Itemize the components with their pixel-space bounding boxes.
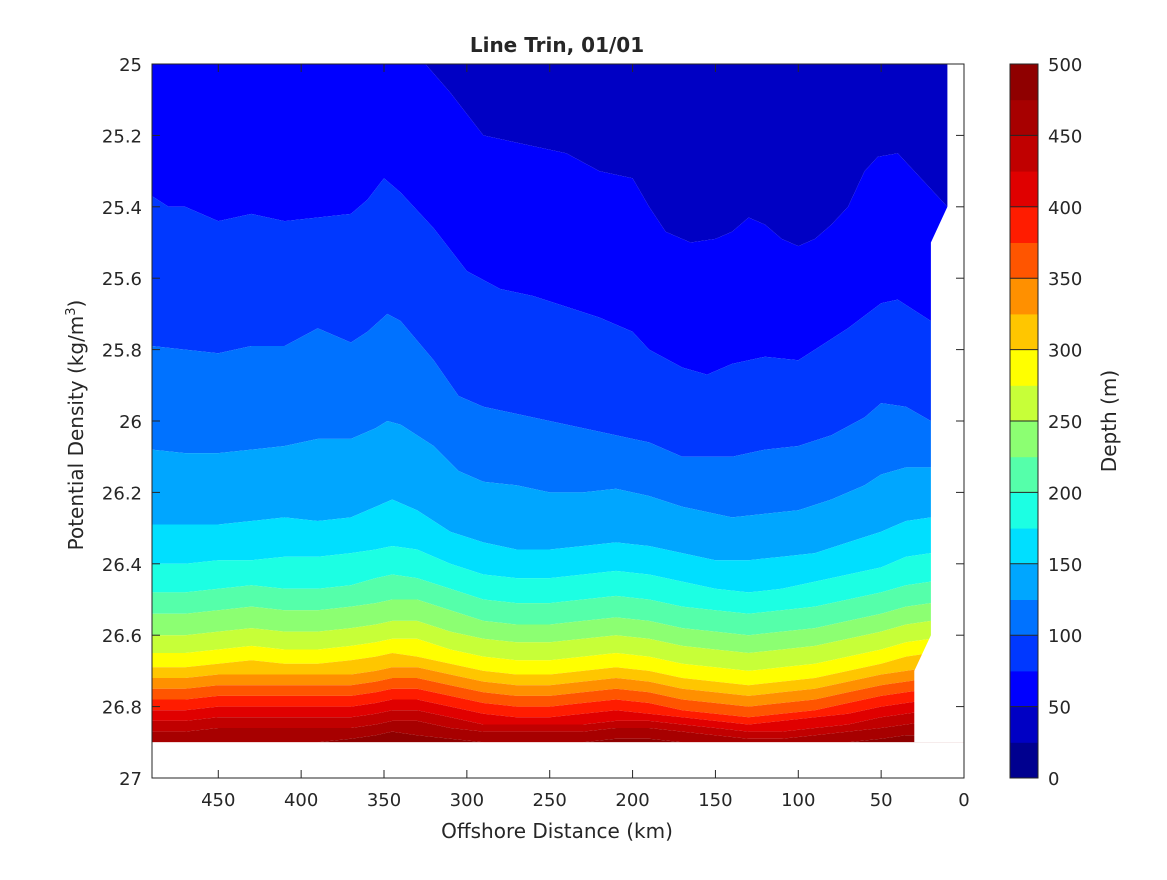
y-tick-label: 26 (119, 412, 142, 433)
colorbar-swatch (1010, 99, 1038, 136)
contour-band-25-50 (152, 64, 964, 247)
y-tick-label: 26.4 (102, 555, 142, 576)
colorbar-swatch (1010, 313, 1038, 351)
x-tick-label: 0 (958, 790, 969, 811)
x-tick-label: 50 (870, 790, 893, 811)
y-axis-label-superscript: 3 (64, 307, 79, 315)
x-tick-label: 250 (533, 790, 567, 811)
contour-band-75-100 (152, 178, 964, 457)
colorbar-tick-label: 300 (1048, 341, 1082, 362)
contour-band-375-400 (152, 688, 964, 725)
colorbar-swatch (1010, 278, 1038, 315)
y-tick-label: 26.2 (102, 483, 142, 504)
colorbar-swatch (1010, 206, 1038, 243)
colorbar-swatch (1010, 528, 1038, 565)
contour-band-250-275 (152, 620, 964, 671)
contour-band-225-250 (152, 599, 964, 653)
x-axis-label: Offshore Distance (km) (441, 819, 673, 843)
contour-band-450-475 (152, 720, 964, 743)
y-tick-label: 25.8 (102, 341, 142, 362)
contour-band-400-425 (152, 699, 964, 732)
colorbar-swatch (1010, 492, 1038, 529)
x-tick-label: 350 (367, 790, 401, 811)
x-tick-label: 150 (698, 790, 732, 811)
colorbar-tick-label: 500 (1048, 55, 1082, 76)
x-tick-label: 100 (781, 790, 815, 811)
colorbar-swatch (1010, 670, 1038, 708)
colorbar-tick-label: 450 (1048, 126, 1082, 147)
y-tick-label: 25 (119, 55, 142, 76)
colorbar-swatch (1010, 135, 1038, 172)
contour-band-300-325 (152, 653, 964, 696)
contour-band-275-300 (152, 638, 964, 686)
colorbar-tick-label: 50 (1048, 698, 1071, 719)
y-axis-label-close: ) (64, 300, 88, 308)
colorbar-swatch (1010, 349, 1038, 386)
contour-band-175-200 (152, 546, 964, 614)
colorbar-tick-label: 200 (1048, 483, 1082, 504)
y-tick-label: 25.4 (102, 198, 142, 219)
colorbar-swatch (1010, 171, 1038, 208)
colorbar: 0 50 100 150 200 250 300 350 400 450 500 (1009, 55, 1082, 790)
colorbar-swatch (1010, 64, 1038, 101)
x-axis: 450 400 350 300 250 200 150 100 50 0 (201, 64, 970, 811)
x-tick-label: 400 (284, 790, 318, 811)
nodata-coastal-region (914, 64, 964, 743)
contour-band-425-450 (152, 710, 964, 739)
colorbar-swatch (1010, 385, 1038, 422)
colorbar-swatch (1010, 456, 1038, 493)
y-tick-label: 26.6 (102, 626, 142, 647)
contour-band-325-350 (152, 667, 964, 707)
colorbar-swatch (1010, 742, 1038, 779)
colorbar-swatch (1010, 599, 1038, 636)
contour-band-475-500 (152, 731, 964, 743)
colorbar-tick-label: 0 (1048, 769, 1059, 790)
contour-band-200-225 (152, 574, 964, 636)
contour-band-50-75 (152, 64, 964, 375)
colorbar-swatch (1010, 242, 1038, 279)
y-axis-label-main: Potential Density (kg/m (64, 316, 88, 551)
colorbar-swatch (1010, 635, 1038, 672)
colorbar-swatch (1010, 563, 1038, 600)
contour-band-350-375 (152, 678, 964, 718)
x-tick-label: 450 (201, 790, 235, 811)
colorbar-tick-label: 150 (1048, 555, 1082, 576)
colorbar-swatch (1010, 706, 1038, 743)
colorbar-tick-label: 100 (1048, 626, 1082, 647)
y-axis: 25 25.2 25.4 25.6 25.8 26 26.2 26.4 26.6 26.8 27 (102, 55, 964, 790)
x-tick-label: 300 (450, 790, 484, 811)
colorbar-tick-label: 350 (1048, 269, 1082, 290)
chart-title: Line Trin, 01/01 (470, 33, 644, 57)
contour-band-150-175 (152, 499, 964, 593)
y-axis-label: Potential Density (kg/m3) (64, 300, 88, 551)
nodata-bottom-region (152, 742, 964, 778)
nodata-layer (914, 64, 964, 743)
colorbar-swatch (1010, 421, 1038, 458)
y-tick-label: 26.8 (102, 698, 142, 719)
contour-band-125-150 (152, 421, 964, 561)
contour-band-100-125 (152, 313, 964, 518)
y-tick-label: 25.2 (102, 126, 142, 147)
colorbar-tick-label: 250 (1048, 412, 1082, 433)
y-tick-label: 27 (119, 769, 142, 790)
plot-fill-layer (152, 64, 964, 778)
colorbar-label: Depth (m) (1097, 370, 1121, 472)
x-tick-label: 200 (615, 790, 649, 811)
colorbar-tick-label: 400 (1048, 198, 1082, 219)
y-tick-label: 25.6 (102, 269, 142, 290)
